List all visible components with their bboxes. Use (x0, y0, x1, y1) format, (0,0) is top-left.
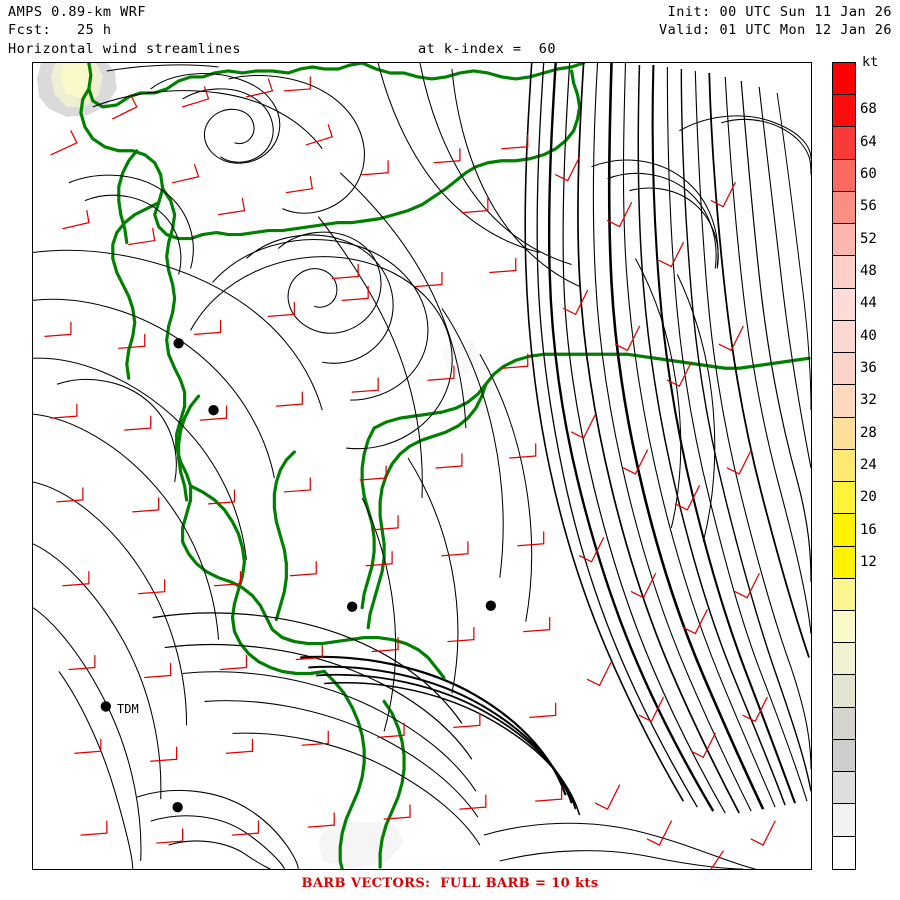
colorbar-band (833, 514, 855, 547)
colorbar-band (833, 675, 855, 708)
station-dot[interactable] (172, 801, 183, 813)
colorbar-tick: 16 (860, 521, 877, 538)
streamlines-layer (33, 63, 811, 869)
colorbar-tick: 48 (860, 263, 877, 280)
station-dot[interactable] (208, 404, 219, 416)
station-dot[interactable] (100, 701, 111, 712)
coastline-layer (79, 63, 811, 869)
colorbar-band (833, 772, 855, 805)
colorbar-tick: 60 (860, 166, 877, 183)
header: AMPS 0.89-km WRF Fcst: 25 h Horizontal w… (0, 0, 900, 60)
colorbar-tick: 40 (860, 327, 877, 344)
colorbar-band (833, 482, 855, 515)
colorbar-band (833, 707, 855, 740)
colorbar-tick: 56 (860, 198, 877, 215)
station-markers-layer: TDM (33, 63, 811, 869)
colorbar-band (833, 417, 855, 450)
colorbar-band (833, 63, 855, 96)
colorbar-tick: 52 (860, 230, 877, 247)
colorbar-band (833, 127, 855, 160)
colorbar-band (833, 191, 855, 225)
colorbar-band (833, 449, 855, 483)
colorbar-band (833, 804, 855, 837)
colorbar-band (833, 385, 855, 418)
model-title: AMPS 0.89-km WRF (8, 4, 147, 20)
colorbar-tick: 64 (860, 133, 877, 150)
colorbar-band (833, 95, 855, 128)
colorbar-tick: 24 (860, 457, 877, 473)
colorbar-band (833, 546, 855, 579)
station-dot[interactable] (485, 600, 497, 611)
colorbar-tick: 44 (860, 295, 877, 312)
k-index-label: at k-index = 60 (418, 41, 557, 57)
map-plot-area[interactable]: TDM (32, 62, 812, 870)
colorbar (832, 62, 856, 870)
colorbar-tick: 36 (860, 360, 877, 377)
station-label-tdm: TDM (117, 702, 139, 716)
station-dot[interactable] (173, 338, 184, 349)
colorbar-tick: 20 (860, 489, 877, 506)
colorbar-band (833, 739, 855, 773)
colorbar-band (833, 256, 855, 289)
station-dot[interactable] (346, 601, 358, 612)
colorbar-tick: 28 (860, 424, 877, 441)
colorbar-band (833, 224, 855, 257)
colorbar-tick: 68 (860, 101, 877, 118)
colorbar-tick: 12 (860, 553, 877, 570)
colorbar-band (833, 353, 855, 386)
colorbar-tick: 32 (860, 392, 877, 409)
colorbar-band (833, 578, 855, 611)
field-name: Horizontal wind streamlines (8, 41, 241, 57)
colorbar-band (833, 320, 855, 354)
colorbar-band (833, 836, 855, 869)
colorbar-tick-labels: 68 64 60 56 52 48 44 40 36 32 28 24 20 16 12 (860, 62, 900, 870)
init-time: Init: 00 UTC Sun 11 Jan 26 (667, 4, 892, 20)
colorbar-band (833, 159, 855, 192)
colorbar-band (833, 288, 855, 321)
forecast-hour: Fcst: 25 h (8, 22, 112, 38)
colorbar-band (833, 643, 855, 676)
colorbar-unit-label: kt (862, 54, 879, 70)
station-dots (100, 338, 497, 813)
colorbar-band (833, 610, 855, 644)
wind-barbs-layer (44, 76, 776, 869)
valid-time: Valid: 01 UTC Mon 12 Jan 26 (659, 22, 892, 38)
barb-legend-note: BARB VECTORS: FULL BARB = 10 kts (301, 876, 599, 891)
